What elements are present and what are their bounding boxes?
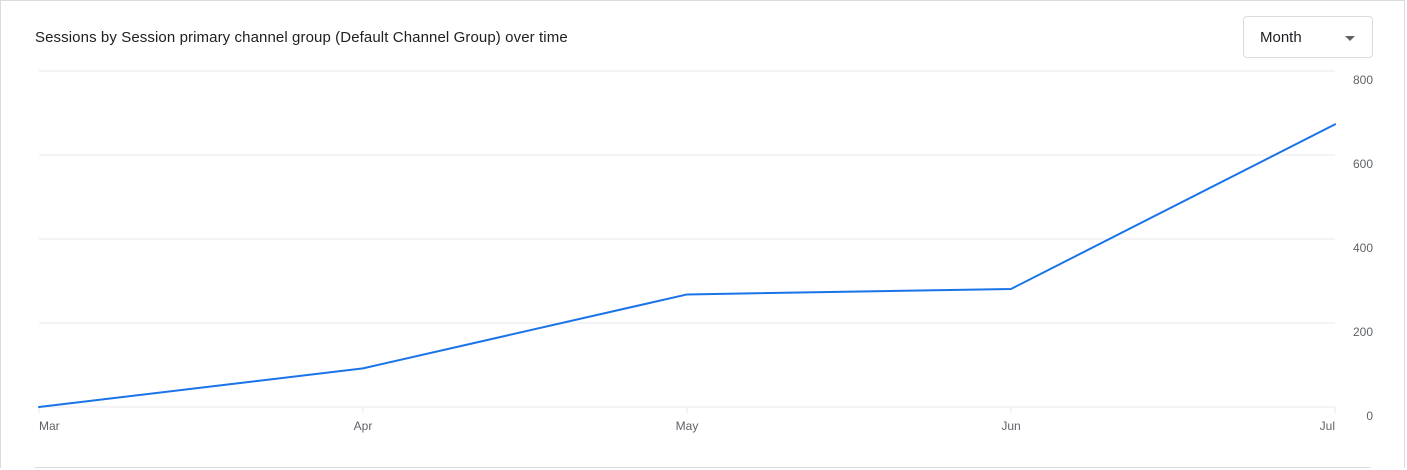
chevron-down-icon xyxy=(1345,36,1355,41)
data-point[interactable] xyxy=(1329,118,1341,130)
y-tick-label: 600 xyxy=(1353,157,1373,171)
data-point[interactable] xyxy=(357,362,369,374)
data-point[interactable] xyxy=(33,401,45,413)
data-point[interactable] xyxy=(681,288,693,300)
x-tick-label: Mar xyxy=(39,419,60,433)
x-tick-label: May xyxy=(676,419,699,433)
x-tick-label: Jul xyxy=(1320,419,1335,433)
series-line xyxy=(38,123,1336,408)
granularity-dropdown[interactable]: Month xyxy=(1243,16,1373,58)
x-axis: Mar Apr May Jun Jul xyxy=(38,407,1336,433)
y-axis: 0 200 400 600 800 xyxy=(1353,73,1373,423)
data-point[interactable] xyxy=(1005,283,1017,295)
y-tick-label: 800 xyxy=(1353,73,1373,87)
gridlines xyxy=(39,70,1335,408)
granularity-selected-value: Month xyxy=(1260,29,1302,46)
divider xyxy=(34,467,1370,468)
series-layer xyxy=(33,118,1341,413)
y-tick-label: 0 xyxy=(1366,409,1373,423)
x-tick-label: Jun xyxy=(1001,419,1020,433)
chart-title: Sessions by Session primary channel grou… xyxy=(35,29,568,46)
y-tick-label: 400 xyxy=(1353,241,1373,255)
x-tick-label: Apr xyxy=(354,419,373,433)
y-tick-label: 200 xyxy=(1353,325,1373,339)
